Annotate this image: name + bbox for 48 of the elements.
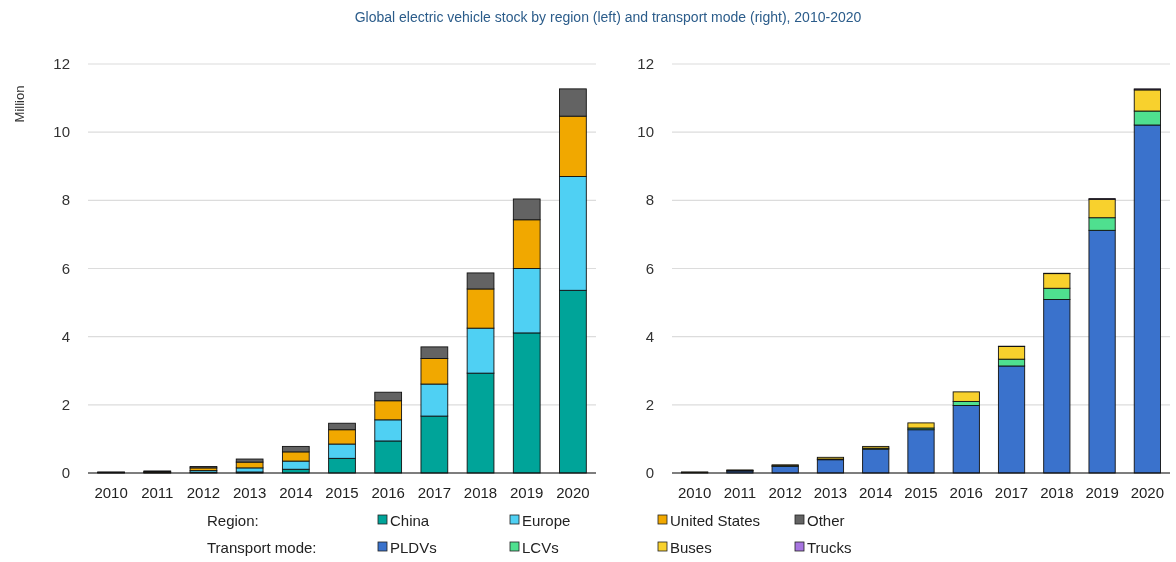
x-tick-label: 2010	[94, 484, 128, 501]
legend-label: Europe	[522, 512, 571, 529]
x-tick-label: 2018	[1040, 484, 1074, 501]
chart-title: Global electric vehicle stock by region (left) and transport mode (right), 2010-2020	[354, 9, 862, 25]
legend-label: Trucks	[807, 539, 852, 556]
x-tick-label: 2012	[186, 484, 221, 501]
y-tick-label: 8	[645, 191, 654, 209]
legend-label: China	[390, 512, 430, 529]
legend-title: Transport mode:	[207, 539, 317, 556]
x-tick-label: 2019	[1085, 484, 1119, 501]
legend-title: Region:	[207, 512, 259, 529]
x-tick-label: 2020	[556, 484, 590, 501]
x-tick-label: 2011	[141, 484, 174, 501]
x-tick-label: 2015	[904, 484, 938, 501]
x-tick-label: 2010	[677, 484, 712, 501]
y-tick-label: 8	[61, 191, 70, 209]
x-tick-label: 2019	[510, 484, 544, 501]
x-tick-label: 2012	[768, 484, 802, 501]
y-tick-label: 4	[61, 327, 70, 345]
y-tick-label: 4	[645, 327, 654, 345]
legend-label: PLDVs	[390, 539, 437, 556]
legend-label: United States	[670, 512, 761, 529]
y-axis-title: Million	[12, 85, 27, 123]
legend-label: LCVs	[522, 539, 559, 556]
y-tick-label: 12	[637, 55, 654, 72]
y-tick-label: 10	[637, 123, 654, 141]
y-tick-label: 6	[61, 259, 70, 277]
x-tick-label: 2017	[994, 484, 1029, 501]
x-tick-label: 2016	[949, 484, 983, 501]
legend-label: Buses	[670, 539, 712, 556]
y-tick-label: 0	[61, 464, 70, 481]
y-tick-label: 12	[53, 55, 70, 72]
x-tick-label: 2014	[859, 484, 893, 501]
y-tick-label: 10	[53, 123, 70, 141]
x-tick-label: 2018	[463, 484, 498, 501]
y-tick-label: 6	[645, 259, 654, 277]
x-tick-label: 2016	[371, 484, 405, 501]
x-tick-label: 2011	[723, 484, 757, 501]
x-tick-label: 2015	[325, 484, 359, 501]
x-tick-label: 2020	[1130, 484, 1165, 501]
y-tick-label: 2	[61, 395, 70, 413]
x-tick-label: 2013	[813, 484, 848, 501]
x-tick-label: 2017	[417, 484, 452, 501]
y-tick-label: 0	[645, 464, 654, 481]
y-tick-label: 2	[645, 395, 654, 413]
legend-label: Other	[807, 512, 845, 529]
x-tick-label: 2014	[279, 484, 313, 501]
x-tick-label: 2013	[232, 484, 267, 501]
